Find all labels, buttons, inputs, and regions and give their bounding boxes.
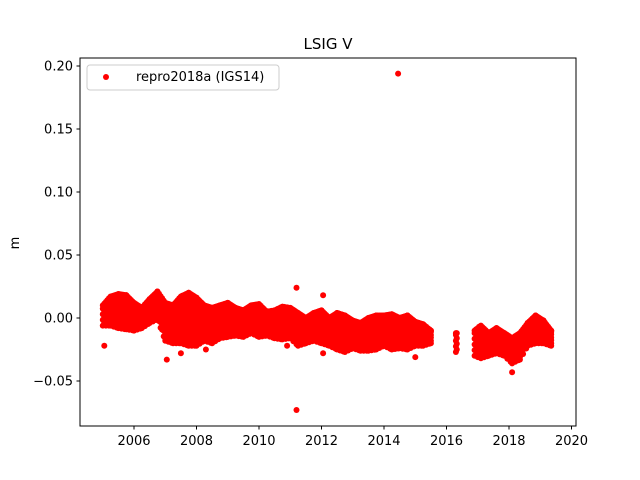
y-tick-label: 0.00 [44,312,73,327]
x-tick-label: 2020 [555,434,588,449]
x-tick-label: 2006 [117,434,150,449]
x-tick-label: 2016 [430,434,463,449]
data-point [453,335,460,342]
legend: repro2018a (IGS14) [86,64,280,91]
y-axis-label: m [8,237,23,250]
x-tick-label: 2010 [242,434,275,449]
x-tick-label: 2018 [492,434,525,449]
x-tick-label: 2008 [180,434,213,449]
data-point [453,346,460,353]
data-point [548,327,555,334]
data-points [99,70,555,413]
y-tick-label: 0.05 [44,249,73,264]
data-point [427,340,434,347]
chart-title: LSIG V [304,35,354,53]
data-point [177,350,184,357]
data-point [453,340,460,347]
data-point [548,337,555,344]
data-point [427,334,434,341]
data-point [520,351,527,357]
y-tick-label: 0.20 [44,60,73,75]
legend-label: repro2018a (IGS14) [136,70,264,85]
data-point [548,342,555,349]
data-point [320,350,327,357]
data-point [509,369,516,376]
data-point [284,342,291,349]
x-tick-label: 2014 [367,434,400,449]
legend-box [86,64,280,91]
legend-marker [103,74,109,80]
y-tick-label: 0.10 [44,186,73,201]
data-point [293,284,300,291]
data-point [101,342,108,349]
data-point [202,346,209,353]
y-tick-label: 0.15 [44,123,73,138]
data-point [293,407,300,413]
data-point [516,356,523,363]
data-point [163,356,170,363]
y-tick-label: −0.05 [33,375,73,390]
data-point [395,70,402,77]
y-axis-ticks: −0.05 0.00 0.05 0.10 0.15 0.20 [33,60,80,390]
axes-frame [79,57,577,427]
data-point [427,327,434,334]
x-tick-label: 2012 [305,434,338,449]
data-point [453,330,460,337]
data-point [320,292,327,299]
data-point [412,354,419,361]
x-axis-ticks: 2006 2008 2010 2012 2014 2016 2018 2020 [117,426,588,449]
